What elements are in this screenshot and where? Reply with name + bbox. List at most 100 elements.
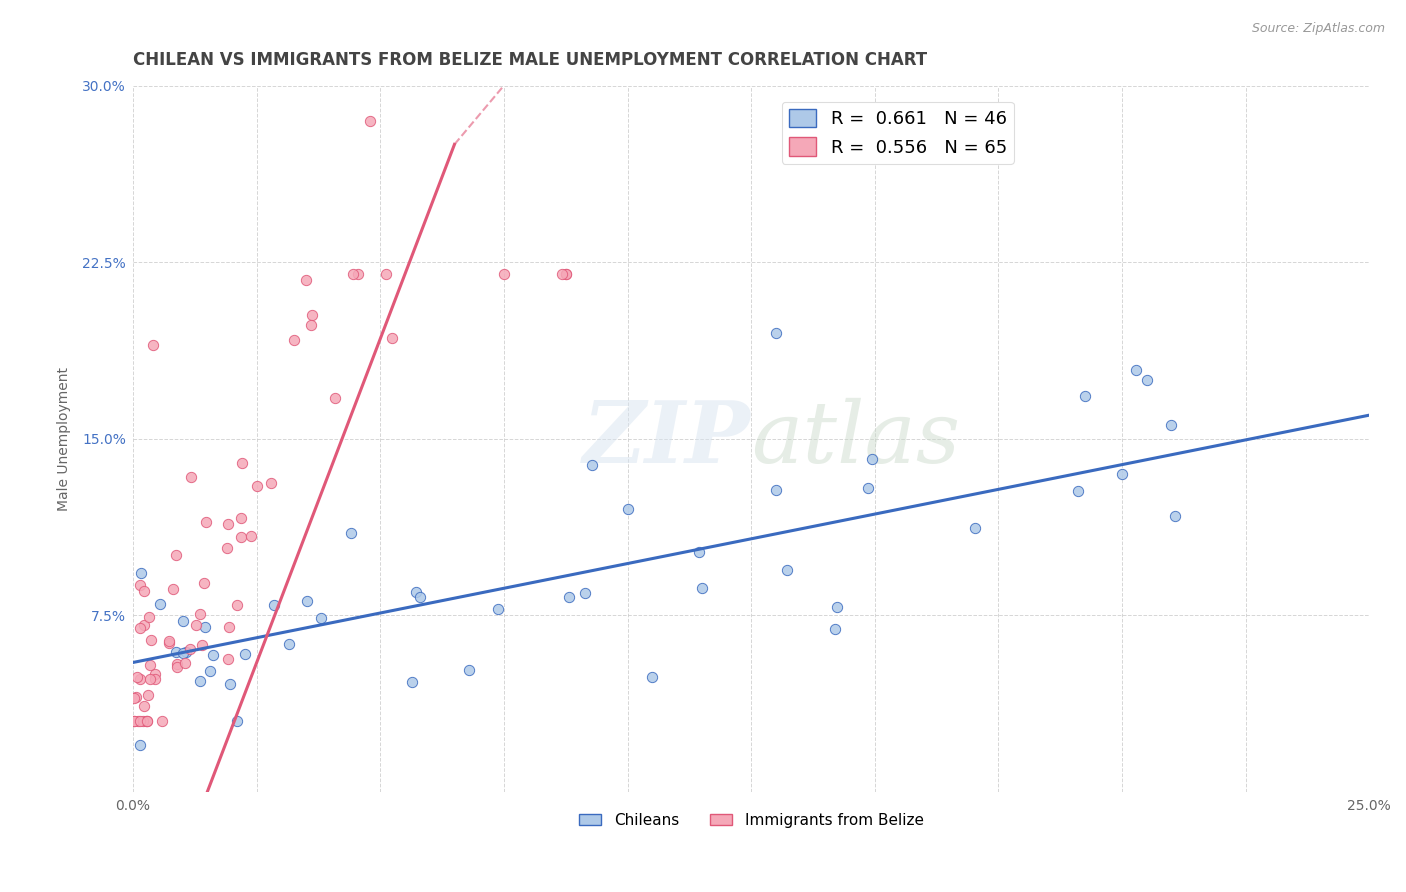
Point [129,738,152,752]
Point [231,456,253,470]
Point [149,598,172,612]
Point [263,599,285,613]
Point [226,598,249,612]
Point [299,318,322,332]
Point [323,391,346,405]
Point [217,651,239,665]
Point [138,610,160,624]
Point [139,672,162,686]
Point [346,267,368,281]
Point [283,333,305,347]
Point [278,637,301,651]
Point [295,273,318,287]
Point [129,566,152,581]
Point [1136,373,1159,387]
Point [188,607,211,622]
Point [142,337,165,351]
Point [218,620,240,634]
Point [486,602,509,616]
Point [143,672,166,686]
Point [193,575,215,590]
Point [127,714,149,729]
Point [172,646,194,660]
Text: CHILEAN VS IMMIGRANTS FROM BELIZE MALE UNEMPLOYMENT CORRELATION CHART: CHILEAN VS IMMIGRANTS FROM BELIZE MALE U… [134,51,927,69]
Point [574,586,596,600]
Point [233,647,256,661]
Point [166,657,188,671]
Point [191,639,214,653]
Point [128,621,150,635]
Point [188,674,211,689]
Point [342,267,364,281]
Point [135,714,157,729]
Point [218,677,240,691]
Point [136,688,159,702]
Point [260,475,283,490]
Point [824,622,846,636]
Point [239,529,262,543]
Point [157,635,180,649]
Point [551,267,574,281]
Point [166,659,188,673]
Point [246,478,269,492]
Point [381,331,404,345]
Point [217,516,239,531]
Point [297,594,319,608]
Point [311,611,333,625]
Point [122,714,145,729]
Point [301,308,323,322]
Point [143,667,166,681]
Point [401,675,423,690]
Point [1160,418,1182,433]
Point [375,267,398,281]
Text: atlas: atlas [751,398,960,480]
Point [688,544,710,558]
Point [860,452,883,467]
Point [176,645,198,659]
Y-axis label: Male Unemployment: Male Unemployment [58,367,72,511]
Point [856,481,879,495]
Point [557,590,579,604]
Point [555,267,578,281]
Point [162,582,184,596]
Point [581,458,603,473]
Text: Source: ZipAtlas.com: Source: ZipAtlas.com [1251,22,1385,36]
Point [690,581,713,595]
Point [129,577,152,591]
Point [409,590,432,604]
Point [132,699,155,714]
Point [186,618,208,632]
Point [555,267,578,281]
Point [765,483,787,498]
Point [124,691,146,706]
Point [765,326,787,340]
Point [1066,483,1088,498]
Point [1125,363,1147,377]
Point [825,600,848,615]
Point [122,714,145,729]
Point [231,530,253,544]
Point [139,633,162,648]
Point [132,714,155,729]
Point [134,618,156,632]
Point [150,714,173,729]
Point [194,620,217,634]
Point [200,664,222,678]
Point [166,645,188,659]
Point [458,664,481,678]
Point [157,633,180,648]
Point [229,511,252,525]
Point [963,521,986,535]
Point [139,657,162,672]
Point [492,267,515,281]
Point [195,515,218,529]
Point [172,615,194,629]
Point [226,714,249,728]
Point [135,714,157,729]
Point [1074,389,1097,403]
Point [135,714,157,729]
Point [217,541,239,556]
Point [129,672,152,686]
Point [174,657,197,671]
Point [132,583,155,598]
